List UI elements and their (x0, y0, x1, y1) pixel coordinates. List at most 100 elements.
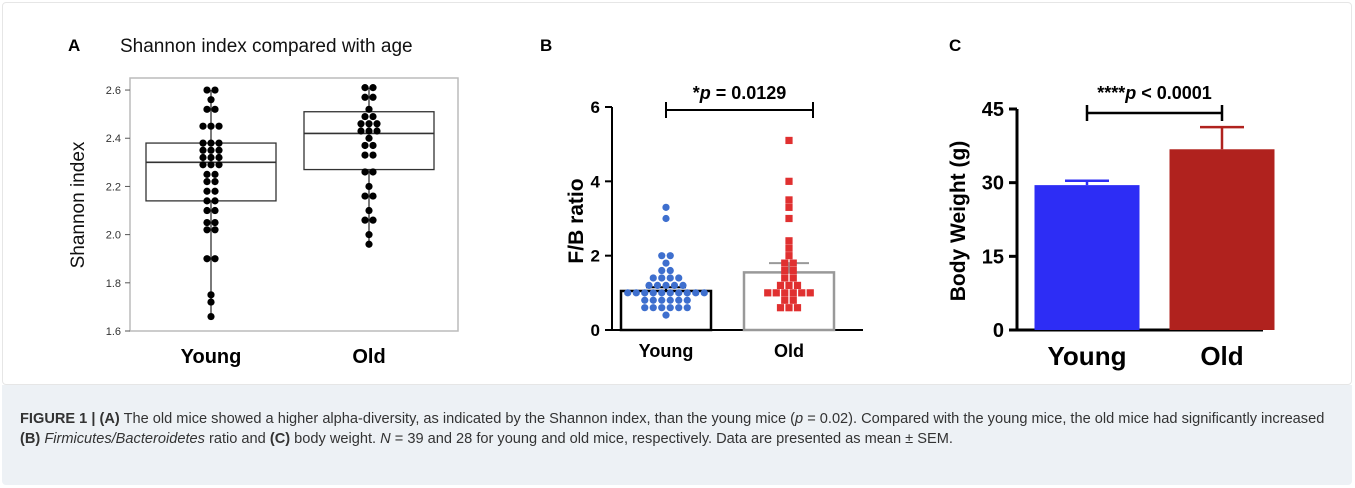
panel-a-point (361, 93, 369, 101)
panel-b-point (658, 274, 666, 282)
panel-b-point (649, 304, 657, 312)
panel-b-bar (619, 289, 713, 332)
panel-b-point (781, 266, 789, 275)
panel-a-point (369, 192, 377, 200)
panel-b-point (785, 237, 793, 245)
panel-a-point (361, 84, 369, 92)
panel-b-point (666, 289, 674, 297)
panel-b-point (670, 281, 679, 289)
caption-segment: Firmicutes/Bacteroidetes (44, 431, 205, 447)
panel-b-point (793, 281, 802, 289)
panel-a-point (211, 178, 219, 186)
panel-a-point (369, 216, 377, 224)
panel-c-x-tick-label: Old (1200, 341, 1243, 371)
panel-a-point (365, 182, 373, 191)
panel-b-letter: B (540, 36, 552, 55)
panel-c-y-tick-label: 0 (993, 320, 1004, 342)
panel-b-y-tick-label: 0 (591, 321, 600, 340)
panel-a-point (203, 178, 211, 186)
panel-a-point (211, 187, 219, 195)
panel-a-point (211, 197, 219, 205)
panel-b-y-tick-label: 6 (591, 98, 600, 117)
panel-a-point (211, 170, 219, 178)
panel-c-bar-chart: C Body Weight (g) 0 15 30 45 Young Old ****p… (947, 36, 1275, 371)
panel-c-bar (1169, 149, 1275, 330)
panel-a-point (369, 141, 377, 150)
panel-b-point (624, 289, 632, 297)
caption-segment: (A) (99, 411, 120, 427)
panel-b-point (658, 266, 666, 275)
caption-segment: body weight. (290, 431, 381, 447)
panel-b-point (789, 266, 797, 275)
panel-a-point (199, 161, 207, 169)
caption-segment: (C) (269, 431, 291, 447)
panel-b-point (675, 289, 683, 297)
panel-b-point (666, 252, 674, 260)
panel-b-point (789, 289, 797, 297)
panel-a-boxplot: A Shannon index compared with age Shanno… (68, 36, 459, 368)
panel-a-point (207, 312, 215, 321)
panel-a-point (373, 120, 381, 128)
panel-b-point (785, 214, 793, 223)
panel-a-point (365, 240, 373, 248)
panel-a-point (215, 153, 223, 162)
panel-b-point (785, 136, 793, 145)
panel-a-point (361, 141, 369, 150)
panel-a-point (373, 127, 381, 135)
panel-b-point (683, 289, 691, 297)
panel-b-point (658, 304, 666, 312)
panel-b-point (662, 203, 670, 211)
panel-a-point (369, 151, 377, 159)
panel-a-point (203, 187, 211, 195)
panel-a-x-tick-label: Young (181, 346, 242, 368)
panel-c-y-tick-label: 30 (982, 173, 1004, 195)
panel-b-point (683, 296, 691, 304)
caption-segment: The old mice showed a higher alpha-diver… (119, 411, 796, 427)
panel-b-point (692, 289, 700, 297)
panel-b-point (785, 177, 793, 185)
panel-a-point (203, 170, 211, 178)
panel-a-y-tick-label: 2.0 (106, 230, 121, 242)
panel-a-point (365, 206, 373, 215)
panel-a-point (207, 96, 215, 104)
panel-a-point (207, 153, 215, 162)
panel-b-point (662, 311, 670, 319)
panel-b-point (666, 304, 674, 312)
panel-a-point (357, 127, 365, 135)
panel-a-y-tick-label: 1.8 (106, 278, 121, 290)
panel-a-point (365, 134, 373, 142)
panel-a-point (361, 168, 369, 176)
panel-a-y-tick-label: 2.4 (106, 133, 121, 145)
panel-b-point (649, 296, 657, 304)
panel-a-point (199, 153, 207, 162)
panel-c-bar (1034, 185, 1140, 330)
panel-b-y-tick-label: 2 (591, 247, 600, 266)
panel-b-point (675, 304, 683, 312)
panel-a-point (207, 161, 215, 169)
panel-b-point (658, 289, 666, 297)
panel-b-point (785, 196, 793, 204)
panel-b-point (641, 296, 649, 304)
panel-b-point (781, 259, 789, 267)
panel-b-point (675, 274, 683, 282)
panel-b-y-tick-label: 4 (591, 172, 601, 191)
panel-a-point (211, 255, 219, 263)
panel-a-point (199, 139, 207, 147)
panel-a-point (365, 231, 373, 239)
panel-b-point (649, 274, 657, 282)
panel-a-plot-area (129, 77, 459, 332)
panel-a-y-tick-label: 1.6 (106, 326, 121, 338)
panel-b-point (789, 259, 797, 267)
panel-a-point (207, 122, 215, 130)
panel-b-point (785, 281, 793, 289)
panel-a-point (203, 226, 211, 234)
panel-a-point (211, 206, 219, 215)
panel-c-x-tick-label: Young (1048, 341, 1127, 371)
panel-b-point (683, 304, 691, 312)
panel-a-point (211, 226, 219, 234)
panel-b-point (653, 281, 662, 289)
panel-c-significance-label: ****p < 0.0001 (1097, 83, 1212, 103)
panel-a-point (215, 161, 223, 169)
panel-b-point (675, 296, 683, 304)
panel-b-point (641, 304, 649, 312)
